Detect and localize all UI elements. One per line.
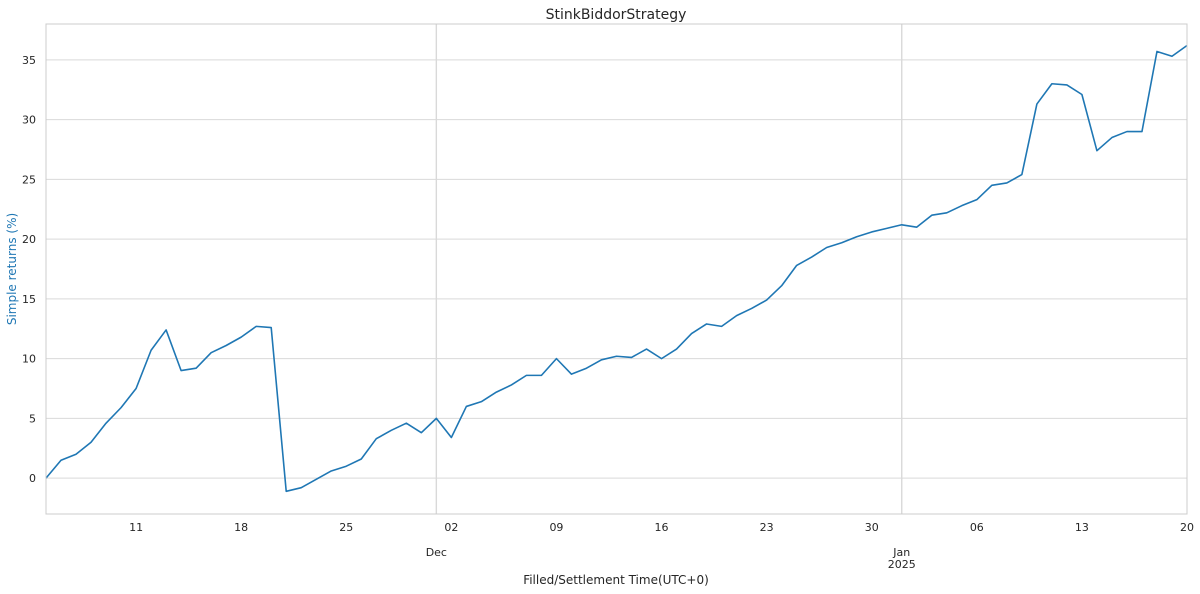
y-tick-label: 10	[22, 353, 36, 366]
x-tick-label: 11	[129, 521, 143, 534]
series-layer	[45, 44, 1188, 493]
x-tick-label: 18	[234, 521, 248, 534]
y-axis: 0 5 10 15 20 25 30 35	[22, 54, 36, 485]
y-tick-label: 25	[22, 173, 36, 186]
x-tick-label: 23	[760, 521, 774, 534]
x-tick-label: 20	[1180, 521, 1194, 534]
x-tick-label: 16	[655, 521, 669, 534]
series-line	[45, 44, 1188, 493]
y-tick-label: 30	[22, 114, 36, 127]
x-tick-sublabel: 2025	[888, 558, 916, 571]
y-tick-label: 15	[22, 293, 36, 306]
y-axis-label: Simple returns (%)	[5, 213, 19, 325]
x-tick-label: 13	[1075, 521, 1089, 534]
plot-frame	[45, 23, 1188, 515]
x-axis-label: Filled/Settlement Time(UTC+0)	[523, 573, 709, 587]
y-tick-label: 35	[22, 54, 36, 67]
chart-title: StinkBiddorStrategy	[546, 7, 687, 23]
x-tick-label: 02	[444, 521, 458, 534]
y-tick-label: 20	[22, 233, 36, 246]
x-tick-label: 25	[339, 521, 353, 534]
x-tick-label: 30	[865, 521, 879, 534]
x-tick-label: 06	[970, 521, 984, 534]
x-tick-label: 09	[549, 521, 563, 534]
grid	[46, 24, 1187, 514]
y-tick-label: 5	[29, 412, 36, 425]
x-tick-sublabel: Dec	[426, 546, 447, 559]
y-tick-label: 0	[29, 472, 36, 485]
plot-background	[46, 24, 1187, 514]
x-tick-sublabel: Jan	[892, 546, 910, 559]
